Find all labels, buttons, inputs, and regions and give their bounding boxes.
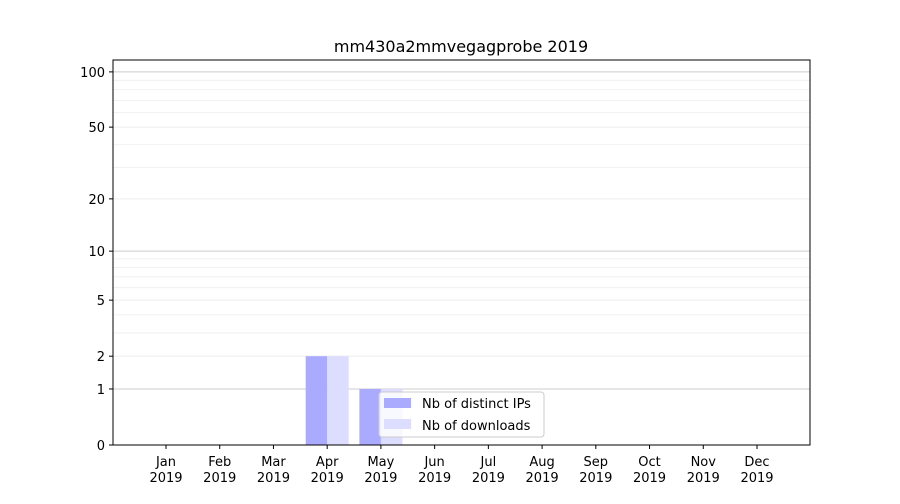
y-tick-label: 0 — [97, 439, 105, 454]
bar-downloads — [327, 356, 349, 445]
legend-swatch-downloads — [384, 419, 411, 429]
x-tick-label: Feb 2019 — [203, 455, 236, 486]
x-tick-label: Jun 2019 — [418, 455, 451, 486]
y-tick-label: 1 — [97, 383, 105, 398]
y-tick-label: 10 — [88, 245, 105, 260]
y-tick-label: 5 — [97, 294, 105, 309]
y-tick-label: 20 — [88, 193, 105, 208]
x-tick-label: May 2019 — [364, 455, 397, 486]
bar-distinct-ips — [305, 356, 328, 445]
legend-label-distinct-ips: Nb of distinct IPs — [422, 397, 531, 412]
plot-frame — [112, 59, 811, 446]
y-tick-label: 2 — [97, 350, 105, 365]
x-tick-label: Mar 2019 — [257, 455, 290, 486]
chart-title: mm430a2mmvegagprobe 2019 — [334, 37, 588, 56]
legend-swatch-distinct-ips — [384, 398, 411, 408]
x-tick-label: Aug 2019 — [526, 455, 559, 486]
legend-label-downloads: Nb of downloads — [422, 419, 531, 434]
x-tick-label: Dec 2019 — [740, 455, 773, 486]
x-tick-label: Jul 2019 — [472, 455, 505, 486]
y-tick-label: 50 — [88, 121, 105, 136]
bar-distinct-ips — [359, 388, 381, 445]
legend: Nb of distinct IPs Nb of downloads — [378, 391, 545, 438]
x-tick-label: Sep 2019 — [579, 455, 612, 486]
x-tick-label: Apr 2019 — [311, 455, 344, 486]
x-tick-label: Oct 2019 — [633, 455, 666, 486]
y-tick-label: 100 — [80, 66, 105, 81]
x-tick-label: Nov 2019 — [687, 455, 720, 486]
x-tick-label: Jan 2019 — [149, 455, 182, 486]
